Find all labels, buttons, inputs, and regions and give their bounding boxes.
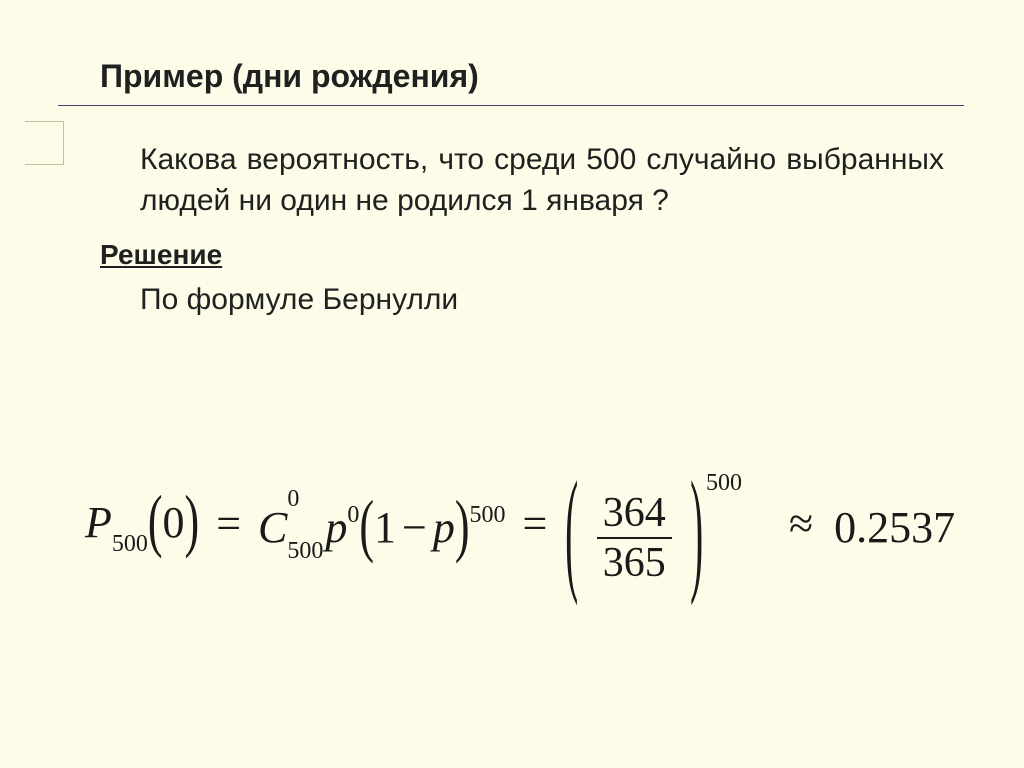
- arg-0: 0: [163, 498, 185, 547]
- bernoulli-formula: P500(0) = C 0 500 p0(1−p)500 = ( 364 365…: [85, 470, 955, 585]
- title-underline: [58, 105, 964, 106]
- p1-sup: 0: [347, 502, 359, 528]
- approx-icon: ≈: [789, 499, 813, 548]
- sym-P: P: [85, 498, 112, 547]
- method-line: По формуле Бернулли: [140, 283, 944, 317]
- frac-den: 365: [597, 541, 672, 585]
- sym-p2: p: [433, 503, 455, 552]
- slide: Пример (дни рождения) Какова вероятность…: [0, 0, 1024, 768]
- minus-icon: −: [402, 503, 427, 552]
- accent-bar: [25, 121, 64, 165]
- one: 1: [374, 503, 396, 552]
- problem-text: Какова вероятность, что среди 500 случай…: [140, 140, 944, 221]
- sym-p1: p: [325, 503, 347, 552]
- q-sup: 500: [470, 502, 506, 528]
- C-sub: 500: [287, 538, 323, 565]
- slide-title: Пример (дни рождения): [100, 58, 964, 95]
- sym-C: C: [258, 503, 287, 552]
- equals-2: =: [523, 499, 548, 548]
- result: 0.2537: [834, 502, 955, 553]
- rparen2-icon: ): [455, 485, 470, 567]
- fraction: 364 365: [597, 491, 672, 585]
- big-rparen-icon: ): [690, 450, 703, 609]
- P-sub: 500: [112, 531, 148, 557]
- solution-label: Решение: [100, 239, 944, 271]
- equals-1: =: [216, 499, 241, 548]
- lparen2-icon: (: [359, 485, 374, 567]
- frac-bar: [597, 537, 672, 539]
- big-lparen-icon: (: [566, 450, 579, 609]
- C-sup: 0: [287, 486, 299, 513]
- frac-num: 364: [597, 491, 672, 535]
- rparen-icon: ): [185, 480, 200, 562]
- title-block: Пример (дни рождения): [100, 58, 964, 106]
- body: Какова вероятность, что среди 500 случай…: [100, 140, 944, 335]
- frac-sup: 500: [706, 470, 742, 496]
- lparen-icon: (: [148, 480, 163, 562]
- combination: C 0 500: [258, 502, 287, 553]
